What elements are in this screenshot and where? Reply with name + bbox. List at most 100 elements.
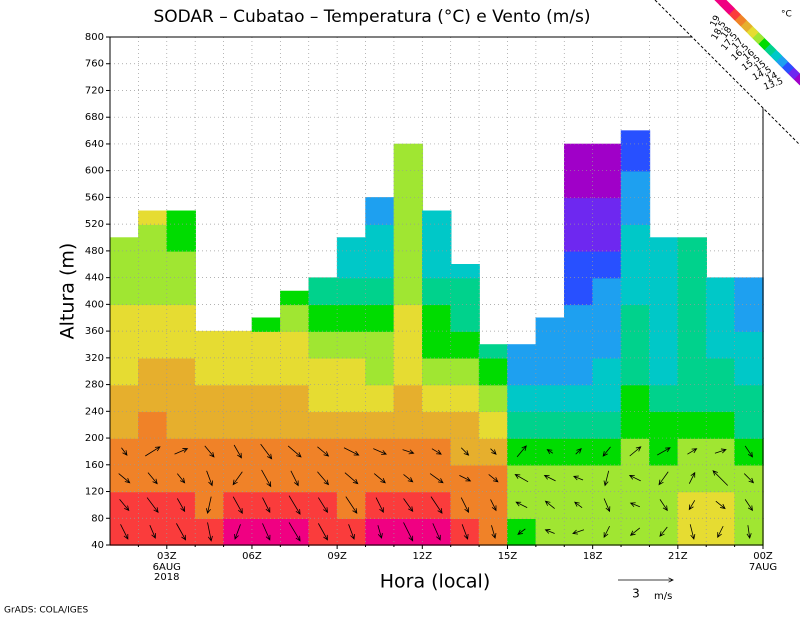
wind-arrow: [377, 525, 383, 539]
contour-cell: [564, 411, 594, 439]
contour-cell: [564, 250, 594, 279]
contour-cell: [251, 317, 282, 332]
y-tick-label: 120: [85, 487, 104, 498]
wind-arrow: [262, 523, 271, 541]
contour-cell: [365, 250, 395, 279]
contour-cell: [450, 277, 480, 306]
contour-cell: [649, 357, 679, 386]
contour-cell: [138, 357, 168, 386]
wind-vectors: 3 m/s: [118, 443, 755, 602]
contour-cell: [109, 384, 140, 413]
contour-cell: [223, 330, 253, 359]
contour-cell: [336, 237, 367, 252]
contour-cell: [194, 357, 225, 386]
wind-arrow: [659, 499, 668, 512]
wind-arrow: [176, 523, 187, 541]
contour-cell: [592, 277, 622, 306]
contour-cell: [308, 330, 338, 359]
legend-label: 14: [765, 71, 780, 85]
contour-cell: [478, 357, 509, 386]
wind-arrow: [318, 497, 329, 514]
wind-arrow: [744, 445, 753, 458]
contour-cell: [649, 250, 679, 279]
contour-cell: [592, 304, 622, 332]
contour-cell: [280, 384, 310, 413]
x-axis-label: Hora (local): [380, 571, 491, 593]
contour-cell: [592, 143, 622, 172]
wind-arrow: [287, 445, 302, 458]
contour-cell: [393, 277, 424, 306]
contour-field: [109, 130, 764, 546]
contour-cell: [393, 304, 424, 332]
contour-cell: [507, 411, 537, 439]
contour-cell: [308, 384, 338, 413]
wind-arrow: [260, 443, 273, 460]
y-tick-label: 680: [85, 112, 104, 123]
contour-cell: [194, 411, 225, 439]
contour-cell: [138, 223, 168, 252]
y-tick-label: 520: [85, 219, 104, 230]
x-tick-label: 03Z: [157, 551, 177, 562]
wind-reference-value: 3: [632, 587, 640, 601]
contour-cell: [450, 330, 480, 359]
wind-arrow: [746, 525, 752, 539]
wind-arrow: [658, 471, 669, 486]
wind-arrow: [461, 524, 469, 540]
date-label: 7AUG: [749, 562, 777, 573]
wind-arrow: [629, 446, 642, 457]
wind-arrow: [717, 525, 724, 538]
contour-cell: [535, 317, 566, 332]
contour-cell: [393, 357, 424, 386]
wind-arrow: [629, 527, 641, 536]
contour-cell: [138, 304, 168, 332]
contour-cell: [649, 237, 679, 252]
wind-arrow: [232, 471, 243, 486]
contour-cell: [734, 411, 764, 439]
wind-arrow: [403, 474, 414, 483]
wind-arrow: [344, 472, 359, 485]
contour-cell: [393, 411, 424, 439]
x-tick-label: 18Z: [583, 551, 603, 562]
wind-arrow: [403, 522, 414, 542]
contour-cell: [393, 197, 424, 225]
contour-cell: [109, 357, 140, 386]
contour-cell: [705, 384, 736, 413]
y-tick-label: 360: [85, 326, 104, 337]
wind-arrow: [544, 529, 555, 534]
wind-arrow: [517, 528, 526, 535]
wind-arrow: [459, 475, 472, 482]
wind-arrow: [234, 524, 241, 540]
contour-cell: [507, 384, 537, 413]
contour-cell: [620, 170, 651, 199]
contour-cell: [138, 384, 168, 413]
wind-arrow: [602, 446, 611, 457]
y-tick-label: 720: [85, 85, 104, 96]
wind-arrow: [431, 448, 442, 455]
contour-cell: [592, 384, 622, 413]
chart-title: SODAR – Cubatao – Temperatura (°C) e Ven…: [153, 7, 590, 27]
wind-arrow: [429, 473, 444, 484]
contour-cell: [450, 264, 480, 279]
wind-arrow: [403, 498, 414, 513]
wind-arrow: [687, 448, 698, 455]
y-tick-label: 760: [85, 59, 104, 70]
contour-cell: [734, 330, 764, 359]
contour-cell: [308, 304, 338, 332]
wind-arrow: [348, 524, 355, 540]
wind-arrow: [688, 500, 696, 511]
wind-reference-unit: m/s: [654, 591, 672, 602]
contour-cell: [705, 411, 736, 439]
x-tick-label: 15Z: [498, 551, 518, 562]
wind-arrow: [688, 471, 696, 484]
contour-cell: [365, 223, 395, 252]
contour-cell: [393, 250, 424, 279]
wind-arrow: [262, 497, 271, 514]
wind-arrow: [603, 525, 610, 538]
contour-cell: [251, 411, 282, 439]
contour-cell: [564, 277, 594, 306]
contour-cell: [620, 411, 651, 439]
wind-arrow: [712, 470, 729, 486]
contour-cell: [308, 277, 338, 306]
contour-cell: [450, 384, 480, 413]
